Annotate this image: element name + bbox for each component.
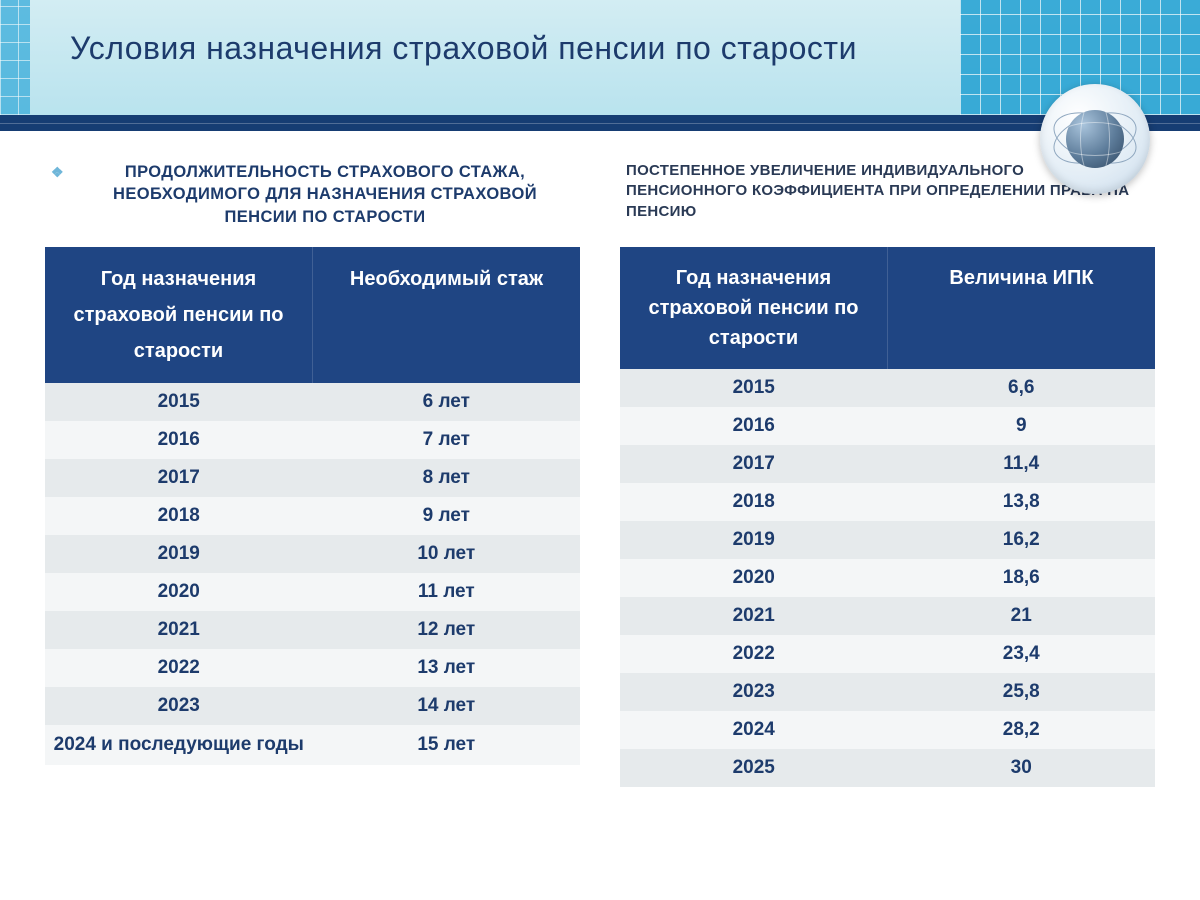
left-value-cell: 10 лет xyxy=(313,535,581,573)
right-year-cell: 2016 xyxy=(620,407,888,445)
right-value-cell: 21 xyxy=(888,597,1156,635)
left-value-cell: 11 лет xyxy=(313,573,581,611)
left-value-cell: 9 лет xyxy=(313,497,581,535)
right-value-cell: 30 xyxy=(888,749,1156,787)
left-year-cell: 2023 xyxy=(45,687,313,725)
left-value-cell: 7 лет xyxy=(313,421,581,459)
table-row: 202018,6 xyxy=(620,559,1155,597)
right-value-cell: 16,2 xyxy=(888,521,1156,559)
table-row: 202112 лет xyxy=(45,611,580,649)
table-row: 201813,8 xyxy=(620,483,1155,521)
required-stage-table: Год назначения страховой пенсии по старо… xyxy=(45,247,580,765)
left-value-cell: 13 лет xyxy=(313,649,581,687)
left-section-title-text: ПРОДОЛЖИТЕЛЬНОСТЬ СТРАХОВОГО СТАЖА, НЕОБ… xyxy=(76,161,574,228)
left-section-title: ❖ ПРОДОЛЖИТЕЛЬНОСТЬ СТРАХОВОГО СТАЖА, НЕ… xyxy=(45,161,580,233)
left-col2-header: Необходимый стаж xyxy=(313,247,581,383)
table-row: 20156,6 xyxy=(620,369,1155,407)
ipk-table: Год назначения страховой пенсии по старо… xyxy=(620,247,1155,787)
right-year-cell: 2025 xyxy=(620,749,888,787)
table-row: 201916,2 xyxy=(620,521,1155,559)
left-year-cell: 2021 xyxy=(45,611,313,649)
table-row: 20156 лет xyxy=(45,383,580,421)
table-row: 20189 лет xyxy=(45,497,580,535)
left-col1-header: Год назначения страховой пенсии по старо… xyxy=(45,247,313,383)
grid-decoration-left xyxy=(0,0,30,115)
left-value-cell: 6 лет xyxy=(313,383,581,421)
table-row: 20169 xyxy=(620,407,1155,445)
left-year-cell: 2022 xyxy=(45,649,313,687)
table-row: 2024 и последующие годы15 лет xyxy=(45,725,580,765)
right-year-cell: 2021 xyxy=(620,597,888,635)
right-value-cell: 6,6 xyxy=(888,369,1156,407)
table-row: 202011 лет xyxy=(45,573,580,611)
right-year-cell: 2015 xyxy=(620,369,888,407)
left-year-cell: 2015 xyxy=(45,383,313,421)
left-year-cell: 2019 xyxy=(45,535,313,573)
left-year-cell: 2016 xyxy=(45,421,313,459)
right-year-cell: 2022 xyxy=(620,635,888,673)
right-column: ПОСТЕПЕННОЕ УВЕЛИЧЕНИЕ ИНДИВИДУАЛЬНОГО П… xyxy=(620,161,1155,787)
right-year-cell: 2024 xyxy=(620,711,888,749)
left-year-cell: 2020 xyxy=(45,573,313,611)
right-value-cell: 25,8 xyxy=(888,673,1156,711)
left-value-cell: 14 лет xyxy=(313,687,581,725)
table-row: 201711,4 xyxy=(620,445,1155,483)
content-area: ❖ ПРОДОЛЖИТЕЛЬНОСТЬ СТРАХОВОГО СТАЖА, НЕ… xyxy=(0,131,1200,787)
right-value-cell: 9 xyxy=(888,407,1156,445)
right-year-cell: 2020 xyxy=(620,559,888,597)
bullet-icon: ❖ xyxy=(51,163,64,182)
table-row: 202325,8 xyxy=(620,673,1155,711)
title-band: Условия назначения страховой пенсии по с… xyxy=(0,0,1200,115)
table-row: 202223,4 xyxy=(620,635,1155,673)
right-value-cell: 11,4 xyxy=(888,445,1156,483)
nav-stripe xyxy=(0,115,1200,131)
right-value-cell: 23,4 xyxy=(888,635,1156,673)
left-value-cell: 15 лет xyxy=(313,725,581,765)
right-value-cell: 13,8 xyxy=(888,483,1156,521)
table-row: 20167 лет xyxy=(45,421,580,459)
left-year-cell: 2024 и последующие годы xyxy=(45,725,313,765)
right-value-cell: 18,6 xyxy=(888,559,1156,597)
globe-icon xyxy=(1066,110,1124,168)
right-year-cell: 2017 xyxy=(620,445,888,483)
table-row: 202314 лет xyxy=(45,687,580,725)
globe-badge xyxy=(1040,84,1150,194)
right-col1-header: Год назначения страховой пенсии по старо… xyxy=(620,247,888,369)
right-year-cell: 2019 xyxy=(620,521,888,559)
right-year-cell: 2018 xyxy=(620,483,888,521)
left-year-cell: 2018 xyxy=(45,497,313,535)
right-value-cell: 28,2 xyxy=(888,711,1156,749)
table-row: 202530 xyxy=(620,749,1155,787)
table-row: 202428,2 xyxy=(620,711,1155,749)
left-value-cell: 8 лет xyxy=(313,459,581,497)
table-row: 201910 лет xyxy=(45,535,580,573)
right-year-cell: 2023 xyxy=(620,673,888,711)
left-value-cell: 12 лет xyxy=(313,611,581,649)
slide-title: Условия назначения страховой пенсии по с… xyxy=(70,30,857,67)
left-year-cell: 2017 xyxy=(45,459,313,497)
table-row: 20178 лет xyxy=(45,459,580,497)
right-col2-header: Величина ИПК xyxy=(888,247,1156,369)
table-row: 202213 лет xyxy=(45,649,580,687)
left-column: ❖ ПРОДОЛЖИТЕЛЬНОСТЬ СТРАХОВОГО СТАЖА, НЕ… xyxy=(45,161,580,787)
table-row: 202121 xyxy=(620,597,1155,635)
